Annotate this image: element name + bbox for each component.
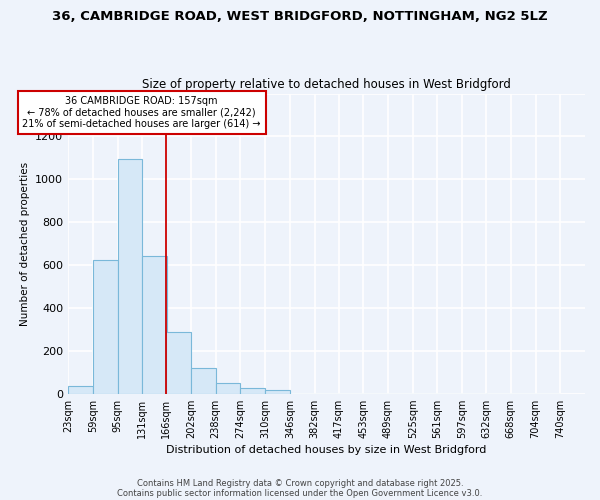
- Bar: [68, 386, 93, 394]
- Bar: [93, 260, 118, 394]
- Bar: [118, 159, 142, 394]
- Y-axis label: Number of detached properties: Number of detached properties: [20, 162, 29, 326]
- Bar: [142, 256, 167, 394]
- Bar: [216, 383, 241, 394]
- Bar: [191, 368, 216, 394]
- Bar: [265, 390, 290, 394]
- X-axis label: Distribution of detached houses by size in West Bridgford: Distribution of detached houses by size …: [166, 445, 487, 455]
- Bar: [241, 388, 265, 394]
- Text: Contains public sector information licensed under the Open Government Licence v3: Contains public sector information licen…: [118, 488, 482, 498]
- Text: 36, CAMBRIDGE ROAD, WEST BRIDGFORD, NOTTINGHAM, NG2 5LZ: 36, CAMBRIDGE ROAD, WEST BRIDGFORD, NOTT…: [52, 10, 548, 23]
- Title: Size of property relative to detached houses in West Bridgford: Size of property relative to detached ho…: [142, 78, 511, 91]
- Text: Contains HM Land Registry data © Crown copyright and database right 2025.: Contains HM Land Registry data © Crown c…: [137, 478, 463, 488]
- Bar: [166, 332, 191, 394]
- Text: 36 CAMBRIDGE ROAD: 157sqm
← 78% of detached houses are smaller (2,242)
21% of se: 36 CAMBRIDGE ROAD: 157sqm ← 78% of detac…: [22, 96, 261, 130]
